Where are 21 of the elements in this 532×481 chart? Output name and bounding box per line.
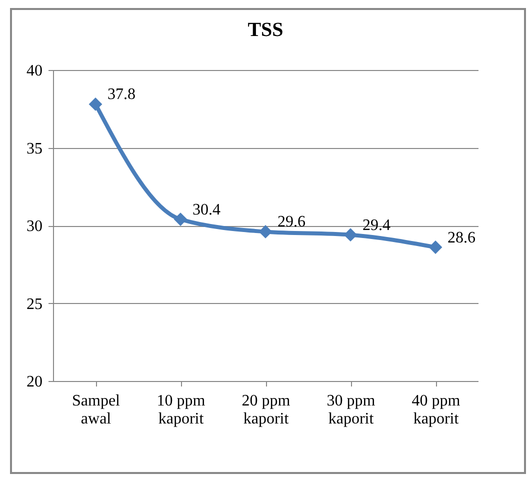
- x-tick-label: 20 ppm kaporit: [242, 392, 291, 428]
- data-label: 28.6: [448, 229, 476, 246]
- y-tick-label: 30: [26, 218, 42, 235]
- point: [258, 225, 272, 238]
- point: [428, 240, 442, 254]
- y-tick-label: 35: [26, 140, 42, 158]
- point: [174, 212, 188, 226]
- y-tick-label: 25: [26, 296, 42, 313]
- point: [88, 98, 102, 111]
- x-tick-label: 10 ppm kaporit: [156, 392, 206, 428]
- chart-title: TSS: [248, 19, 284, 41]
- point: [344, 228, 358, 242]
- data-label: 29.6: [278, 214, 306, 231]
- y-tick-label: 20: [26, 374, 42, 390]
- x-tick-label: 30 ppm kaporit: [326, 392, 376, 428]
- data-label: 29.4: [362, 216, 390, 234]
- x-tick-label: Sampel awal: [72, 392, 121, 428]
- x-tick-label: 40 ppm kaporit: [412, 392, 461, 428]
- data-label: 30.4: [192, 201, 220, 218]
- y-tick-label: 40: [26, 62, 42, 80]
- data-label: 37.8: [108, 86, 136, 104]
